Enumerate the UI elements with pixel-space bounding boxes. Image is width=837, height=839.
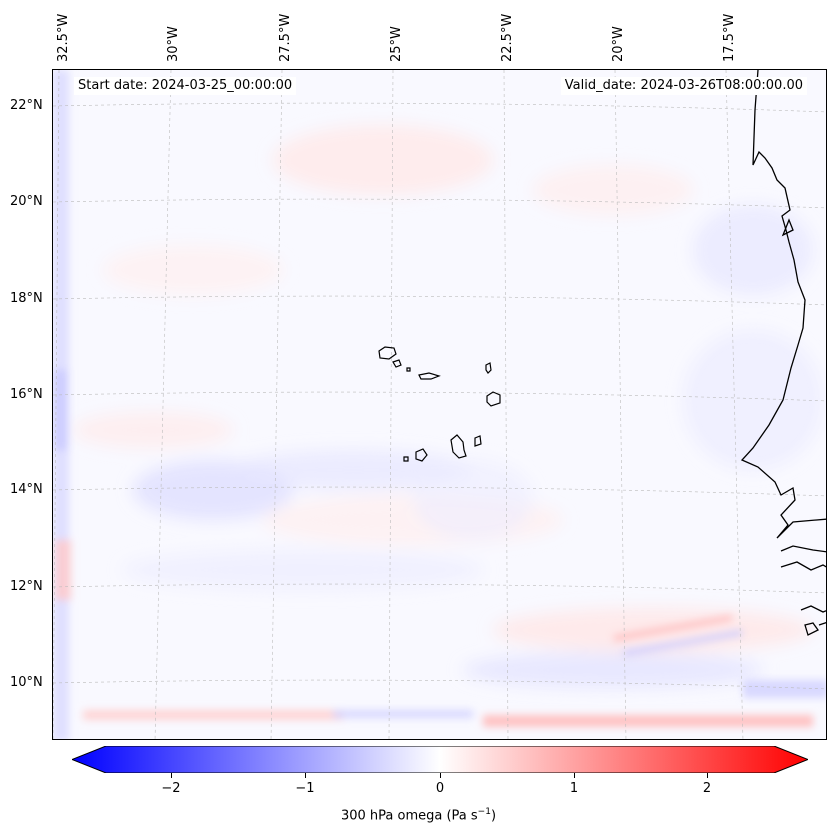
colorbar-tickmark-neg1 <box>305 773 306 778</box>
colorbar-tickmark-neg2 <box>171 773 172 778</box>
colorbar <box>72 746 808 773</box>
colorbar-tick-neg2: −2 <box>161 781 181 796</box>
start-date-label: Start date: 2024-03-25_00:00:00 <box>74 77 297 95</box>
colorbar-tick-neg1: −1 <box>295 781 315 796</box>
island-boa-vista <box>486 391 501 407</box>
lon-label-25w: 25°W <box>389 26 404 62</box>
colorbar-label-suffix: ) <box>490 808 497 824</box>
lat-label-22n: 22°N <box>10 98 43 113</box>
omega-field-shading <box>73 125 823 688</box>
colorbar-tick-2: 2 <box>702 781 712 796</box>
lon-label-22-5w: 22.5°W <box>500 13 515 62</box>
map-panel <box>52 69 827 740</box>
island-sao-vicente <box>392 359 402 368</box>
island-santa-luzia <box>406 367 411 372</box>
lat-label-20n: 20°N <box>10 194 43 209</box>
boundary-artifacts <box>53 70 826 739</box>
colorbar-tickmark-1 <box>574 773 575 778</box>
lat-label-18n: 18°N <box>10 291 43 306</box>
colorbar-tickmark-2 <box>707 773 708 778</box>
island-sal <box>485 362 492 374</box>
valid-date-label: Valid_date: 2024-03-26T08:00:00.00 <box>560 77 807 95</box>
lon-label-32-5w: 32.5°W <box>56 13 71 62</box>
island-maio <box>474 435 482 447</box>
lat-label-16n: 16°N <box>10 387 43 402</box>
colorbar-tick-1: 1 <box>569 781 579 796</box>
lat-label-12n: 12°N <box>10 579 43 594</box>
cape-verde-islands <box>378 346 501 462</box>
island-sao-nicolau <box>418 372 441 380</box>
colorbar-label-text: 300 hPa omega (Pa s <box>340 808 478 824</box>
colorbar-tick-0: 0 <box>435 781 445 796</box>
lat-label-14n: 14°N <box>10 482 43 497</box>
island-brava <box>403 456 409 462</box>
island-fogo <box>415 448 428 462</box>
colorbar-label-exponent: −1 <box>477 807 491 817</box>
graticule <box>53 70 826 739</box>
island-santiago <box>450 434 467 459</box>
colorbar-label: 300 hPa omega (Pa s−1) <box>0 807 837 823</box>
lon-label-20w: 20°W <box>611 26 626 62</box>
island-santo-antao <box>378 346 397 360</box>
colorbar-gradient <box>72 746 808 773</box>
omega-field-map <box>53 70 826 739</box>
colorbar-tickmark-0 <box>440 773 441 778</box>
lon-label-17-5w: 17.5°W <box>722 13 737 62</box>
lon-label-27-5w: 27.5°W <box>278 13 293 62</box>
lat-label-10n: 10°N <box>10 675 43 690</box>
lon-label-30w: 30°W <box>166 26 181 62</box>
african-coastline <box>740 70 826 636</box>
